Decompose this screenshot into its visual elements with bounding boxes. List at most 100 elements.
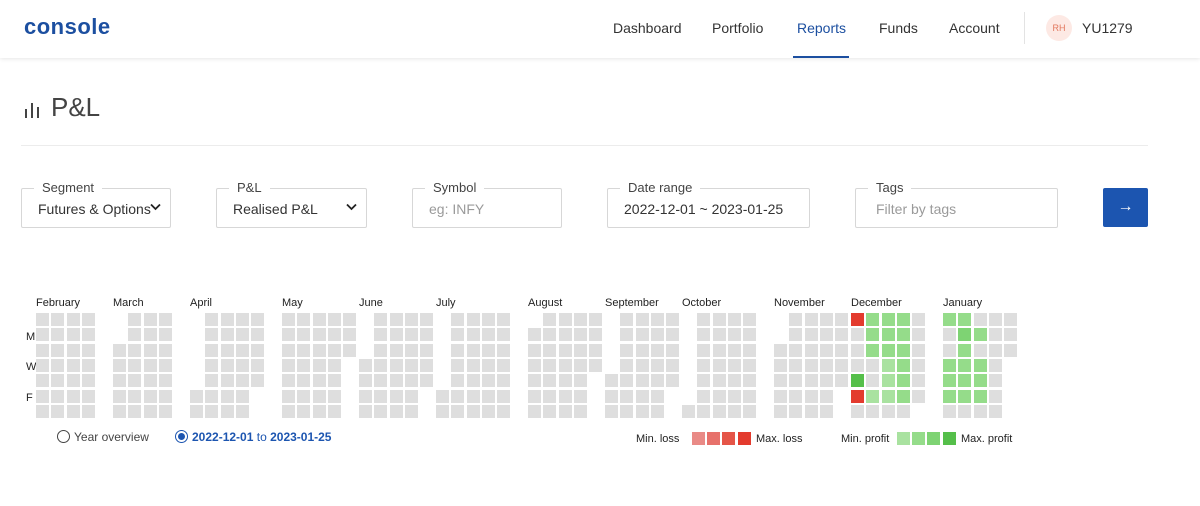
- heatmap-day-cell[interactable]: [282, 389, 295, 403]
- heatmap-day-cell[interactable]: [451, 359, 465, 373]
- heatmap-day-cell[interactable]: [143, 405, 157, 419]
- heatmap-day-cell[interactable]: [666, 313, 680, 326]
- heatmap-day-cell[interactable]: [159, 343, 173, 357]
- heatmap-day-cell[interactable]: [236, 405, 250, 419]
- heatmap-day-cell[interactable]: [482, 359, 496, 373]
- heatmap-day-cell[interactable]: [1004, 313, 1018, 326]
- heatmap-day-cell[interactable]: [635, 313, 649, 326]
- heatmap-day-cell[interactable]: [712, 313, 726, 326]
- heatmap-day-cell[interactable]: [804, 313, 818, 326]
- heatmap-day-cell[interactable]: [328, 405, 342, 419]
- heatmap-day-cell[interactable]: [528, 343, 541, 357]
- nav-account[interactable]: Account: [949, 20, 1000, 36]
- heatmap-day-cell[interactable]: [866, 359, 880, 373]
- heatmap-day-cell[interactable]: [405, 359, 419, 373]
- heatmap-day-cell[interactable]: [574, 389, 587, 403]
- heatmap-day-cell[interactable]: [328, 374, 342, 388]
- heatmap-day-cell[interactable]: [912, 359, 926, 373]
- heatmap-day-cell[interactable]: [497, 359, 511, 373]
- heatmap-day-cell[interactable]: [635, 374, 649, 388]
- heatmap-day-cell[interactable]: [128, 343, 142, 357]
- heatmap-day-cell[interactable]: [405, 374, 419, 388]
- heatmap-day-cell[interactable]: [128, 328, 142, 342]
- heatmap-day-cell[interactable]: [605, 389, 618, 403]
- heatmap-day-cell[interactable]: [728, 328, 741, 342]
- heatmap-day-cell[interactable]: [128, 313, 142, 326]
- heatmap-day-cell[interactable]: [989, 313, 1002, 326]
- heatmap-day-cell[interactable]: [297, 359, 311, 373]
- heatmap-day-cell[interactable]: [113, 389, 126, 403]
- heatmap-day-cell[interactable]: [881, 374, 895, 388]
- heatmap-day-cell[interactable]: [159, 389, 173, 403]
- heatmap-day-cell[interactable]: [159, 328, 173, 342]
- heatmap-day-cell[interactable]: [789, 389, 803, 403]
- heatmap-day-cell[interactable]: [804, 374, 818, 388]
- heatmap-day-cell[interactable]: [558, 359, 572, 373]
- heatmap-day-cell[interactable]: [543, 328, 557, 342]
- heatmap-day-cell[interactable]: [743, 374, 757, 388]
- heatmap-day-cell[interactable]: [958, 359, 972, 373]
- heatmap-day-cell[interactable]: [897, 328, 910, 342]
- heatmap-day-cell[interactable]: [51, 405, 65, 419]
- heatmap-day-cell[interactable]: [804, 328, 818, 342]
- heatmap-day-cell[interactable]: [635, 359, 649, 373]
- heatmap-day-cell[interactable]: [897, 359, 910, 373]
- heatmap-day-cell[interactable]: [482, 374, 496, 388]
- heatmap-day-cell[interactable]: [912, 313, 926, 326]
- heatmap-day-cell[interactable]: [897, 343, 910, 357]
- heatmap-day-cell[interactable]: [558, 374, 572, 388]
- heatmap-day-cell[interactable]: [482, 389, 496, 403]
- heatmap-day-cell[interactable]: [958, 374, 972, 388]
- heatmap-day-cell[interactable]: [743, 313, 757, 326]
- heatmap-day-cell[interactable]: [143, 313, 157, 326]
- nav-portfolio[interactable]: Portfolio: [712, 20, 764, 36]
- heatmap-day-cell[interactable]: [558, 405, 572, 419]
- heatmap-day-cell[interactable]: [820, 313, 833, 326]
- heatmap-day-cell[interactable]: [482, 405, 496, 419]
- heatmap-day-cell[interactable]: [589, 313, 603, 326]
- heatmap-day-cell[interactable]: [912, 343, 926, 357]
- heatmap-day-cell[interactable]: [912, 374, 926, 388]
- heatmap-day-cell[interactable]: [620, 389, 634, 403]
- heatmap-day-cell[interactable]: [682, 405, 695, 419]
- heatmap-day-cell[interactable]: [620, 405, 634, 419]
- heatmap-day-cell[interactable]: [635, 405, 649, 419]
- heatmap-day-cell[interactable]: [820, 389, 833, 403]
- heatmap-day-cell[interactable]: [943, 343, 956, 357]
- heatmap-day-cell[interactable]: [989, 405, 1002, 419]
- heatmap-day-cell[interactable]: [989, 389, 1002, 403]
- heatmap-day-cell[interactable]: [543, 374, 557, 388]
- heatmap-day-cell[interactable]: [774, 405, 787, 419]
- heatmap-day-cell[interactable]: [312, 359, 326, 373]
- year-overview-label[interactable]: Year overview: [74, 430, 149, 444]
- heatmap-day-cell[interactable]: [220, 359, 234, 373]
- heatmap-day-cell[interactable]: [943, 328, 956, 342]
- heatmap-day-cell[interactable]: [881, 405, 895, 419]
- date-range-input[interactable]: Date range 2022-12-01 ~ 2023-01-25: [607, 180, 810, 228]
- heatmap-day-cell[interactable]: [712, 374, 726, 388]
- heatmap-day-cell[interactable]: [1004, 328, 1018, 342]
- heatmap-day-cell[interactable]: [743, 343, 757, 357]
- heatmap-day-cell[interactable]: [851, 405, 864, 419]
- heatmap-day-cell[interactable]: [574, 343, 587, 357]
- heatmap-day-cell[interactable]: [312, 328, 326, 342]
- heatmap-day-cell[interactable]: [851, 359, 864, 373]
- heatmap-day-cell[interactable]: [697, 389, 711, 403]
- heatmap-day-cell[interactable]: [82, 389, 95, 403]
- heatmap-day-cell[interactable]: [82, 359, 95, 373]
- heatmap-day-cell[interactable]: [451, 328, 465, 342]
- heatmap-day-cell[interactable]: [697, 343, 711, 357]
- heatmap-day-cell[interactable]: [835, 343, 849, 357]
- heatmap-day-cell[interactable]: [574, 328, 587, 342]
- heatmap-day-cell[interactable]: [774, 343, 787, 357]
- heatmap-day-cell[interactable]: [113, 405, 126, 419]
- heatmap-day-cell[interactable]: [835, 359, 849, 373]
- heatmap-day-cell[interactable]: [1004, 343, 1018, 357]
- heatmap-day-cell[interactable]: [312, 389, 326, 403]
- heatmap-day-cell[interactable]: [143, 389, 157, 403]
- heatmap-day-cell[interactable]: [958, 389, 972, 403]
- heatmap-day-cell[interactable]: [789, 313, 803, 326]
- heatmap-day-cell[interactable]: [205, 405, 219, 419]
- heatmap-day-cell[interactable]: [605, 374, 618, 388]
- heatmap-day-cell[interactable]: [82, 405, 95, 419]
